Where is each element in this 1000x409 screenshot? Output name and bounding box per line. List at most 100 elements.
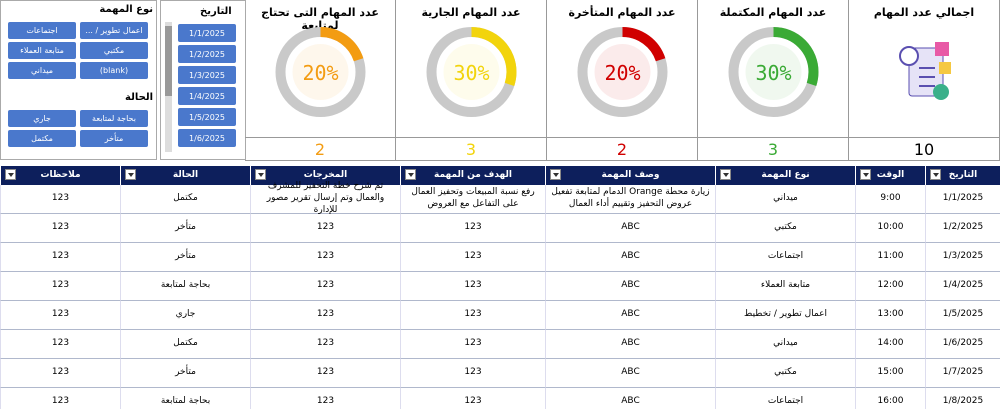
filter-button[interactable] — [125, 169, 136, 180]
icon-note — [935, 42, 949, 56]
header-text: المخرجات — [303, 170, 348, 180]
table-cell: 1/2/2025 — [925, 214, 1000, 243]
table-cell: 1/5/2025 — [925, 301, 1000, 330]
table-cell: ABC — [545, 330, 715, 359]
card-title: عدد المهام الجارية — [421, 6, 521, 19]
slicer-panel — [0, 0, 157, 160]
table-cell: 123 — [400, 214, 545, 243]
table-cell: 16:00 — [855, 388, 925, 409]
scroll-thumb[interactable] — [165, 26, 172, 96]
gauge-percent: 20% — [604, 61, 640, 85]
filter-button[interactable] — [860, 169, 871, 180]
gauge-watermark — [745, 44, 802, 100]
gauge-watermark — [443, 44, 500, 100]
table-header: التاريخ — [925, 166, 1000, 185]
slicer-button[interactable]: 1/3/2025 — [178, 66, 236, 84]
gauge-watermark — [292, 44, 349, 100]
header-text: وصف المهمة — [601, 170, 660, 180]
table-cell: 12:00 — [855, 272, 925, 301]
table-cell: 1/3/2025 — [925, 243, 1000, 272]
header-text: التاريخ — [948, 170, 978, 180]
slicer-title: التاريخ — [200, 6, 232, 17]
filter-button[interactable] — [720, 169, 731, 180]
table-header: ملاحظات — [0, 166, 120, 185]
slicer-button[interactable]: اجتماعات — [8, 22, 76, 39]
table-cell: جاري — [120, 301, 250, 330]
slicer-button[interactable]: مكتمل — [8, 130, 76, 147]
table-cell: 123 — [250, 214, 400, 243]
table-cell: 123 — [250, 388, 400, 409]
slicer-button[interactable]: اعمال تطوير / ... — [80, 22, 148, 39]
table-cell: اجتماعات — [715, 243, 855, 272]
card-count: 3 — [698, 137, 848, 161]
table-cell: متأخر — [120, 359, 250, 388]
slicer-button[interactable]: 1/1/2025 — [178, 24, 236, 42]
table-cell: 123 — [250, 330, 400, 359]
table-cell: 9:00 — [855, 185, 925, 214]
table-cell: 123 — [0, 214, 120, 243]
gauge-watermark — [594, 44, 651, 100]
table-cell: ABC — [545, 243, 715, 272]
kpi-card: عدد المهام المكتملة 3 30% — [698, 0, 849, 161]
table-cell: 1/6/2025 — [925, 330, 1000, 359]
header-text: ملاحظات — [40, 170, 81, 180]
table-cell: 14:00 — [855, 330, 925, 359]
slicer-button[interactable]: ميداني — [8, 62, 76, 79]
table-cell: بحاجة لمتابعة — [120, 272, 250, 301]
table-header: وصف المهمة — [545, 166, 715, 185]
kpi-card: عدد المهام التى تحتاج لمتابعة 2 20% — [245, 0, 396, 161]
table-cell: زيارة محطة Orange الدمام لمتابعة تفعيل ع… — [545, 185, 715, 214]
filter-button[interactable] — [405, 169, 416, 180]
table-header: نوع المهمة — [715, 166, 855, 185]
card-graphic: 20% — [275, 27, 366, 117]
table-cell: ABC — [545, 388, 715, 409]
slicer-title: نوع المهمة — [99, 4, 153, 15]
table-cell: 123 — [0, 330, 120, 359]
slicer-button[interactable]: بحاجة لمتابعة — [80, 110, 148, 127]
table-cell: 123 — [250, 272, 400, 301]
table-cell: 123 — [0, 359, 120, 388]
kpi-card: عدد المهام الجارية 3 30% — [396, 0, 547, 161]
card-title: اجمالي عدد المهام — [873, 6, 975, 19]
table-cell: 123 — [400, 301, 545, 330]
filter-button[interactable] — [550, 169, 561, 180]
kpi-card: عدد المهام المتأخرة 2 20% — [547, 0, 698, 161]
table-cell: 123 — [0, 185, 120, 214]
table-cell: مكتمل — [120, 330, 250, 359]
table-cell: 1/8/2025 — [925, 388, 1000, 409]
slicer-button[interactable]: 1/6/2025 — [178, 129, 236, 147]
icon-clock — [899, 46, 919, 66]
table-cell: متابعة العملاء — [715, 272, 855, 301]
card-count: 10 — [849, 137, 999, 161]
slicer-button[interactable]: 1/5/2025 — [178, 108, 236, 126]
slicer-title: الحالة — [125, 92, 153, 103]
slicer-button[interactable]: جاري — [8, 110, 76, 127]
table-cell: 1/7/2025 — [925, 359, 1000, 388]
table-cell: مكتبي — [715, 214, 855, 243]
slicer-button[interactable]: متأخر — [80, 130, 148, 147]
gauge-percent: 20% — [302, 61, 338, 85]
filter-button[interactable] — [255, 169, 266, 180]
filter-button[interactable] — [5, 169, 16, 180]
slicer-button[interactable]: متابعة العملاء — [8, 42, 76, 59]
slicer-button[interactable]: مكتبي — [80, 42, 148, 59]
icon-note — [939, 62, 951, 74]
table-header: الوقت — [855, 166, 925, 185]
table-cell: اجتماعات — [715, 388, 855, 409]
gauge-percent: 30% — [453, 61, 489, 85]
card-graphic: 20% — [577, 27, 668, 117]
gauge-arc — [577, 27, 668, 117]
table-cell: بحاجة لمتابعة — [120, 388, 250, 409]
table-cell: 123 — [0, 272, 120, 301]
table-cell: ABC — [545, 272, 715, 301]
slicer-button[interactable]: 1/2/2025 — [178, 45, 236, 63]
filter-button[interactable] — [930, 169, 941, 180]
slicer-button[interactable]: (blank) — [80, 62, 148, 79]
table-cell: 123 — [250, 243, 400, 272]
table-cell: 13:00 — [855, 301, 925, 330]
table-cell: 11:00 — [855, 243, 925, 272]
slicer-button[interactable]: 1/4/2025 — [178, 87, 236, 105]
gauge-arc — [426, 27, 517, 117]
gauge-arc — [275, 27, 366, 117]
table-cell: 123 — [400, 359, 545, 388]
